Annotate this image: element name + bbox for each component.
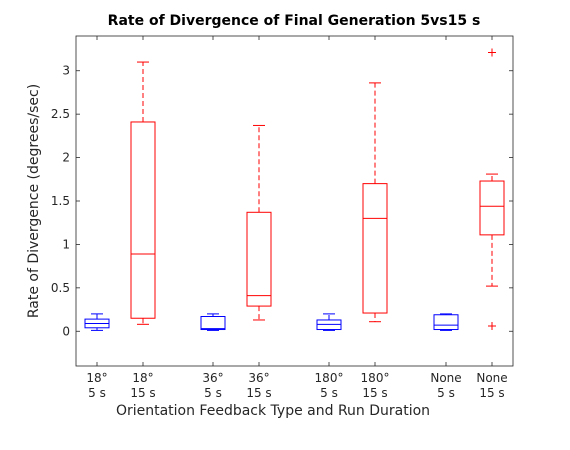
x-tick-label-line2: 15 s [479, 386, 504, 400]
x-tick-label-line2: 15 s [362, 386, 387, 400]
x-tick-label-line2: 5 s [320, 386, 338, 400]
y-tick-label: 0 [62, 324, 70, 338]
iqr-box [362, 183, 388, 314]
y-tick-label: 2 [62, 151, 70, 165]
box-None-15s [479, 48, 505, 331]
y-tick-label: 0.5 [51, 281, 70, 295]
box-36-5s [200, 313, 226, 331]
x-tick-label-line1: 36° [248, 371, 269, 385]
y-tick-label: 1 [62, 237, 70, 251]
iqr-box [246, 211, 272, 307]
iqr-box [200, 316, 226, 331]
plot-area [75, 35, 514, 367]
x-tick-label-line1: 18° [132, 371, 153, 385]
box-None-5s [433, 313, 459, 331]
x-tick-label-line2: 15 s [246, 386, 271, 400]
x-tick-label-line1: None [430, 371, 461, 385]
x-tick-label-line1: None [476, 371, 507, 385]
boxes [84, 48, 505, 331]
y-tick-label: 3 [62, 64, 70, 78]
x-tick-label-line2: 5 s [437, 386, 455, 400]
outlier-marker [488, 322, 496, 331]
outlier-marker [488, 48, 496, 57]
y-tick-label: 1.5 [51, 194, 70, 208]
x-axis-label: Orientation Feedback Type and Run Durati… [116, 403, 430, 419]
box-180-5s [316, 313, 342, 331]
iqr-box [479, 180, 505, 236]
x-tick-label-line2: 5 s [204, 386, 222, 400]
x-tick-label-line1: 36° [202, 371, 223, 385]
x-tick-label-line2: 5 s [88, 386, 106, 400]
iqr-box [130, 121, 156, 319]
x-tick-label-line1: 180° [361, 371, 390, 385]
box-180-15s [362, 82, 388, 323]
box-18-15s [130, 61, 156, 325]
iqr-box [433, 314, 459, 331]
y-axis: 0 0.5 1 1.5 2 2.5 3 [51, 64, 513, 338]
x-tick-label-line2: 15 s [130, 386, 155, 400]
y-axis-label: Rate of Divergence (degrees/sec) [26, 84, 42, 318]
x-tick-label-line1: 180° [315, 371, 344, 385]
box-18-5s [84, 313, 110, 331]
x-tick-label-line1: 18° [86, 371, 107, 385]
chart-title: Rate of Divergence of Final Generation 5… [108, 13, 481, 29]
y-tick-label: 2.5 [51, 107, 70, 121]
box-36-15s [246, 124, 272, 321]
